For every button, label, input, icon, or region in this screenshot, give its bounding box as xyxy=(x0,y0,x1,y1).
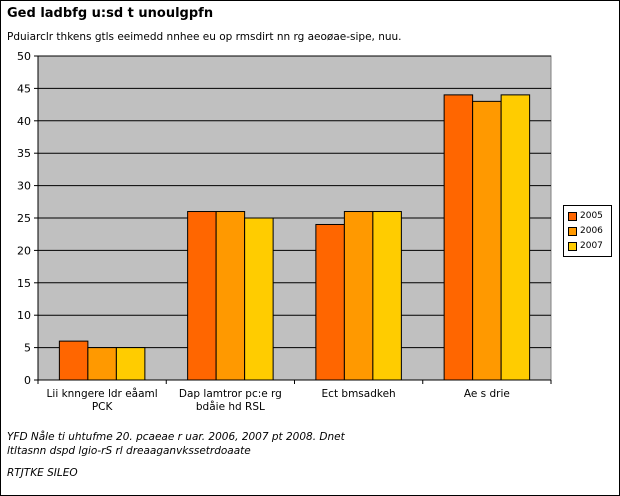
y-tick-label: 10 xyxy=(17,309,31,322)
legend-label: 2007 xyxy=(580,241,603,251)
legend-label: 2005 xyxy=(580,211,603,221)
legend-item: 2006 xyxy=(568,225,603,237)
bar xyxy=(500,94,531,381)
y-tick-label: 20 xyxy=(17,244,31,257)
bar xyxy=(443,94,474,381)
x-tick-label: Dap lamtror pc:e rg xyxy=(179,388,282,400)
bar-chart: 0 5 10 15 20 25 30 35 40 45 50 Lii knngere ldr eåam… xyxy=(17,50,552,413)
y-tick-label: 40 xyxy=(17,115,31,128)
bar xyxy=(343,211,374,381)
y-tick-label: 35 xyxy=(17,147,31,160)
footer-text: RTJTKE SILEO xyxy=(7,467,78,479)
bar xyxy=(244,217,274,381)
y-tick-label: 45 xyxy=(17,82,31,95)
y-tick-label: 50 xyxy=(17,50,31,63)
bar xyxy=(472,100,502,381)
legend-item: 2005 xyxy=(568,210,603,222)
bar xyxy=(58,340,89,381)
y-tick-label: 30 xyxy=(17,180,31,193)
y-tick-label: 25 xyxy=(17,212,31,225)
x-tick-label: PCK xyxy=(92,401,114,413)
legend-swatch xyxy=(568,226,577,236)
chart-title: Ged ladbfg u:sd t unoulgpfn xyxy=(7,6,214,21)
x-tick-label: Ae s drie xyxy=(464,388,510,400)
legend-swatch xyxy=(568,211,577,221)
y-tick-label: 5 xyxy=(24,342,31,355)
chart-legend: 2005 2006 2007 xyxy=(563,205,612,257)
bar xyxy=(115,347,146,381)
x-tick-label: bdåie hd RSL xyxy=(196,400,265,413)
bar xyxy=(187,211,217,381)
source-line-2: ltltasnn dspd lgio-rS rl dreaaganvkssetr… xyxy=(7,445,251,457)
legend-swatch xyxy=(568,241,577,251)
bar xyxy=(315,223,345,381)
legend-label: 2006 xyxy=(580,226,603,236)
source-line-1: YFD Nåle ti uhtufme 20. pcaeae r uar. 20… xyxy=(7,431,345,443)
bar xyxy=(215,211,246,381)
y-tick-label: 0 xyxy=(24,374,31,387)
x-tick-label: Ect bmsadkeh xyxy=(322,388,396,400)
bar xyxy=(372,211,402,381)
legend-item: 2007 xyxy=(568,240,603,252)
bar xyxy=(87,347,117,381)
source-note: YFD Nåle ti uhtufme 20. pcaeae r uar. 20… xyxy=(7,430,345,458)
chart-subtitle: Pduiarclr thkens gtls eeimedd nnhee eu o… xyxy=(7,31,402,43)
x-tick-label: Lii knngere ldr eåaml xyxy=(47,387,158,400)
y-tick-label: 15 xyxy=(17,277,31,290)
